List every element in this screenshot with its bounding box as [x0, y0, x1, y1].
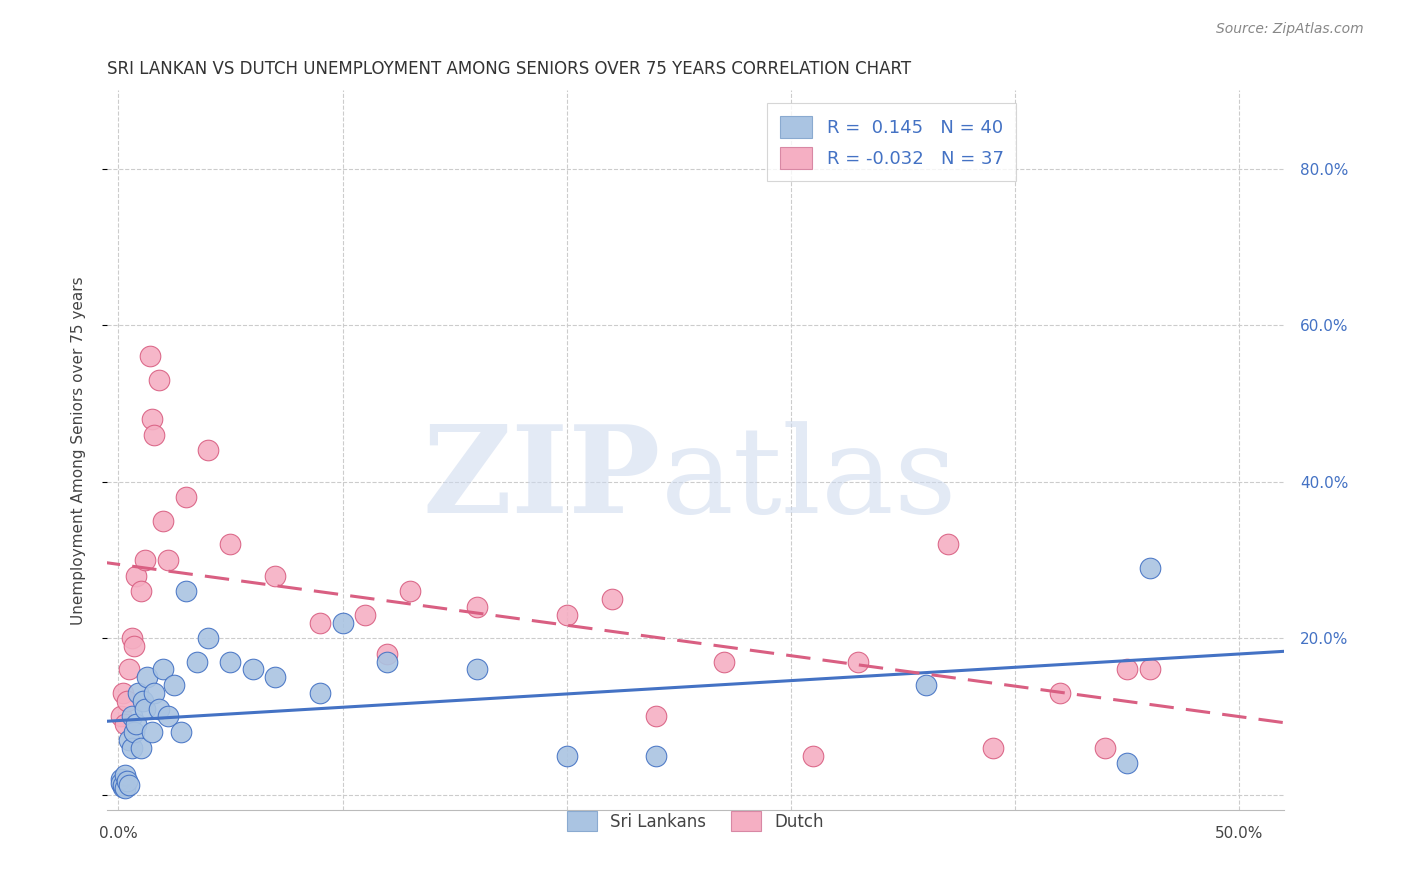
Point: [138, 350, 160, 364]
Point: [134, 701, 156, 715]
Point: [555, 748, 578, 763]
Point: [377, 655, 399, 669]
Point: [111, 780, 134, 794]
Point: [914, 678, 936, 692]
Point: [148, 701, 170, 715]
Point: [117, 773, 139, 788]
Point: [122, 725, 145, 739]
Point: [118, 732, 141, 747]
Point: [156, 709, 179, 723]
Text: ZIP: ZIP: [422, 420, 661, 538]
Point: [936, 537, 959, 551]
Point: [219, 537, 242, 551]
Point: [803, 748, 825, 763]
Point: [121, 631, 143, 645]
Y-axis label: Unemployment Among Seniors over 75 years: Unemployment Among Seniors over 75 years: [72, 276, 86, 624]
Point: [1139, 560, 1161, 574]
Point: [174, 490, 197, 504]
Point: [264, 670, 287, 684]
Point: [1116, 756, 1139, 771]
Point: [129, 740, 152, 755]
Point: [114, 781, 136, 796]
Point: [465, 599, 488, 614]
Point: [141, 412, 163, 426]
Point: [111, 778, 134, 792]
Text: SRI LANKAN VS DUTCH UNEMPLOYMENT AMONG SENIORS OVER 75 YEARS CORRELATION CHART: SRI LANKAN VS DUTCH UNEMPLOYMENT AMONG S…: [107, 60, 911, 78]
Point: [152, 514, 174, 528]
Point: [197, 443, 219, 458]
Point: [645, 748, 668, 763]
Point: [309, 615, 332, 630]
Point: [713, 655, 735, 669]
Point: [118, 778, 141, 792]
Point: [332, 615, 354, 630]
Point: [398, 584, 420, 599]
Point: [122, 639, 145, 653]
Point: [1049, 686, 1071, 700]
Point: [121, 709, 143, 723]
Point: [309, 686, 332, 700]
Point: [110, 709, 132, 723]
Point: [1139, 663, 1161, 677]
Point: [264, 568, 287, 582]
Point: [111, 686, 134, 700]
Point: [143, 686, 166, 700]
Point: [132, 694, 155, 708]
Point: [354, 607, 377, 622]
Legend: Sri Lankans, Dutch: Sri Lankans, Dutch: [561, 805, 831, 838]
Point: [121, 740, 143, 755]
Point: [117, 694, 139, 708]
Point: [114, 768, 136, 782]
Point: [197, 631, 219, 645]
Point: [1094, 740, 1116, 755]
Point: [600, 592, 623, 607]
Text: Source: ZipAtlas.com: Source: ZipAtlas.com: [1216, 22, 1364, 37]
Point: [163, 678, 186, 692]
Point: [186, 655, 208, 669]
Point: [377, 647, 399, 661]
Point: [846, 655, 869, 669]
Point: [136, 670, 159, 684]
Point: [110, 776, 132, 790]
Point: [1116, 663, 1139, 677]
Point: [143, 427, 166, 442]
Point: [129, 584, 152, 599]
Point: [148, 373, 170, 387]
Point: [134, 553, 156, 567]
Point: [141, 725, 163, 739]
Point: [156, 553, 179, 567]
Point: [110, 772, 132, 786]
Text: atlas: atlas: [661, 421, 957, 538]
Point: [118, 663, 141, 677]
Point: [125, 717, 148, 731]
Point: [645, 709, 668, 723]
Point: [242, 663, 264, 677]
Point: [555, 607, 578, 622]
Point: [465, 663, 488, 677]
Point: [152, 663, 174, 677]
Point: [127, 686, 149, 700]
Point: [174, 584, 197, 599]
Point: [114, 717, 136, 731]
Point: [170, 725, 193, 739]
Point: [981, 740, 1004, 755]
Point: [219, 655, 242, 669]
Point: [125, 568, 148, 582]
